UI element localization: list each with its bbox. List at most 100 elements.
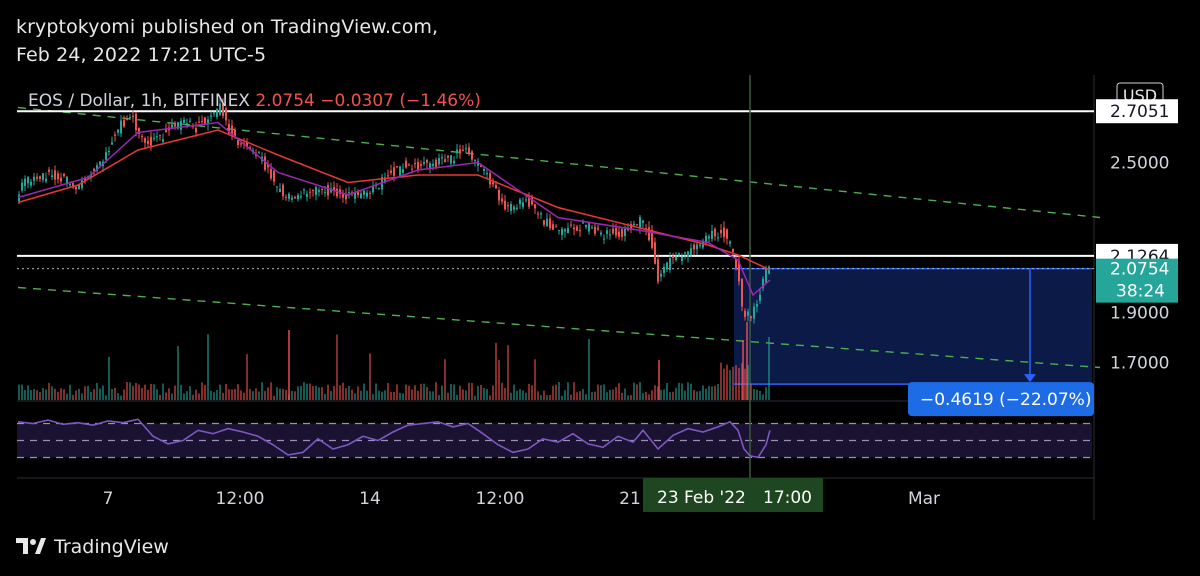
volume-bar [480,384,482,400]
candle [678,253,680,256]
volume-bar [576,392,578,400]
candle [552,224,554,230]
candle [516,207,518,209]
volume-bar [222,392,224,400]
candle [213,112,215,114]
volume-bar [603,384,605,400]
volume-bar [744,368,746,400]
volume-bar [510,392,512,400]
volume-bar [567,382,569,400]
candle [657,259,659,282]
candle [300,196,302,198]
candle [471,151,473,160]
volume-bar [723,368,725,400]
candle [435,159,437,168]
volume-bar [513,384,515,400]
volume-bar [237,384,239,400]
volume-bar [318,387,320,400]
candle [210,115,212,117]
volume-bar [396,384,398,400]
candle [117,129,119,133]
candle [531,197,533,205]
candle [453,160,455,164]
volume-bar [696,391,698,400]
candle [189,120,191,122]
volume-bar [252,391,254,400]
candle [684,252,686,254]
candle [486,173,488,175]
volume-bar [540,395,542,400]
volume-bar [624,388,626,400]
volume-bar [249,389,251,400]
volume-bar [459,385,461,400]
candle [612,228,614,234]
volume-bar [720,362,722,400]
candle [159,135,161,137]
publish-datetime: Feb 24, 2022 17:21 UTC-5 [16,44,267,66]
candle [225,108,227,121]
volume-bar [594,391,596,400]
volume-bar [636,384,638,400]
candle [30,181,32,186]
volume-bar [765,387,767,400]
candle [621,229,623,237]
volume-bar [600,385,602,400]
candle [318,190,320,192]
candle [240,143,242,145]
candle [633,223,635,226]
x-tick-label: 12:00 [476,489,525,509]
volume-bar [447,392,449,400]
volume-bar [552,385,554,400]
volume-bar [378,390,380,400]
candle [216,109,218,118]
volume-bar [75,390,77,400]
candle [687,251,689,257]
candle [81,180,83,189]
volume-bar [666,382,668,400]
volume-bar [342,382,344,400]
volume-bar [267,387,269,400]
candle [387,175,389,177]
candle [309,191,311,193]
volume-bar [234,389,236,400]
candle [207,119,209,125]
volume-bar [639,382,641,400]
tradingview-logo[interactable]: TradingView [16,536,169,558]
volume-bar [399,392,401,400]
volume-bar [93,389,95,400]
candle [513,206,515,210]
candle [198,121,200,123]
candle [150,136,152,146]
candle [237,140,239,146]
candle [108,151,110,153]
candle [396,166,398,168]
candle [477,161,479,166]
volume-bar [708,386,710,400]
volume-bar [483,387,485,400]
candle [219,103,221,115]
crosshair-date-label: 23 Feb '22 [657,488,746,508]
candle [306,193,308,197]
candle [729,241,731,244]
volume-bar [207,334,209,400]
candle [525,199,527,201]
chart-legend: EOS / Dollar, 1h, BITFINEX 2.0754 −0.030… [28,91,481,111]
volume-bar [312,386,314,400]
volume-bar [36,390,38,400]
volume-bar [18,384,20,400]
candle [624,229,626,236]
volume-bar [687,382,689,400]
volume-bar [393,391,395,400]
x-tick-label: 7 [103,489,114,509]
candle [96,165,98,171]
candle [675,256,677,261]
volume-bar [294,391,296,400]
volume-bar [114,387,116,400]
candle [540,213,542,215]
candle [402,169,404,173]
candle [99,161,101,165]
candle [294,197,296,199]
volume-bar [570,394,572,400]
volume-bar [180,384,182,400]
